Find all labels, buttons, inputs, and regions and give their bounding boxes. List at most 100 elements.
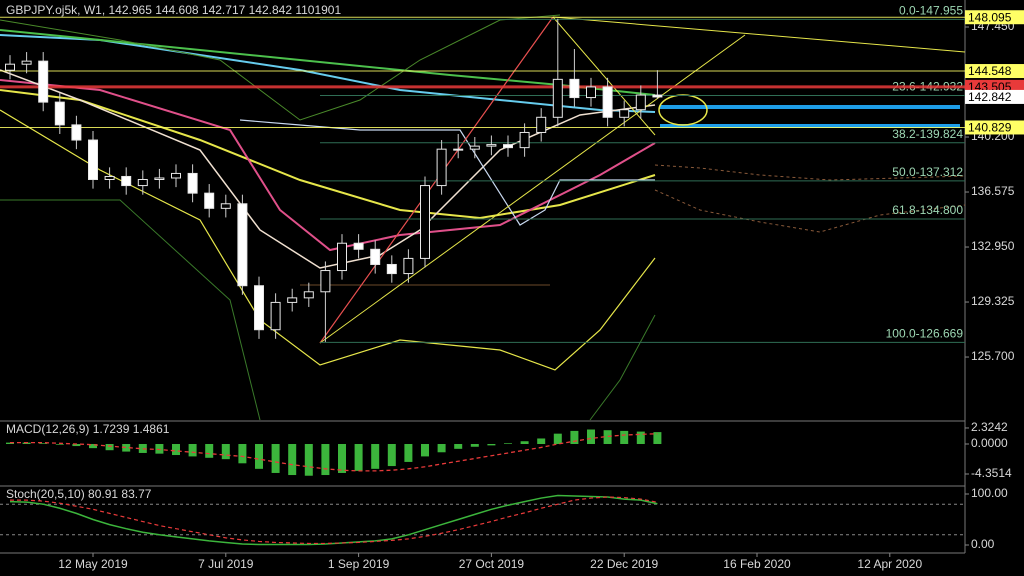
x-tick-label: 1 Sep 2019 (328, 557, 390, 571)
macd-title: MACD(12,26,9) 1.7239 1.4861 (6, 422, 170, 436)
signal-line (10, 496, 658, 545)
macd-bar (188, 444, 197, 457)
fib-label: 61.8-134.800 (892, 203, 963, 217)
candle-body (154, 177, 165, 181)
ichimoku-line (239, 119, 655, 226)
candle-body (536, 116, 547, 133)
stoch-title: Stoch(20,5,10) 80.91 83.77 (6, 487, 152, 501)
trend-line (552, 16, 656, 136)
macd-bar (72, 444, 81, 447)
macd-bar (6, 442, 14, 444)
candle-body (337, 242, 347, 272)
candle-body (121, 175, 132, 187)
macd-bar (437, 444, 446, 453)
macd-bar (205, 444, 214, 458)
y-tick-label: 125.700 (971, 349, 1015, 363)
macd-bar (504, 443, 512, 444)
candle-body (420, 185, 430, 259)
candle-body (486, 144, 497, 147)
candle-body (469, 145, 480, 150)
candle-body (602, 86, 613, 118)
macd-bar (354, 444, 363, 471)
candle-body (519, 131, 530, 149)
y-tick-label: 129.325 (971, 294, 1015, 308)
y-tick-label: 136.575 (971, 184, 1015, 198)
candle-body (287, 297, 298, 303)
macd-bar (520, 441, 529, 444)
candle-body (204, 192, 215, 209)
fib-label: 100.0-126.669 (886, 326, 964, 340)
moving-average (0, 79, 656, 252)
candle-body (104, 175, 115, 181)
candle-body (635, 94, 646, 111)
macd-bar (304, 444, 313, 476)
candle-body (320, 270, 331, 293)
price-label: 144.548 (968, 64, 1012, 78)
y-tick-label: 0.0000 (971, 436, 1008, 450)
x-tick-label: 27 Oct 2019 (459, 557, 525, 571)
fib-label: 38.2-139.824 (892, 127, 963, 141)
macd-bar (138, 444, 147, 453)
macd-bar (454, 444, 463, 449)
candle-body (220, 203, 231, 209)
chart-title: GBPJPY.oj5k, W1, 142.965 144.608 142.717… (6, 3, 341, 17)
macd-bar (387, 444, 396, 467)
x-tick-label: 12 Apr 2020 (857, 557, 922, 571)
macd-bar (271, 444, 280, 473)
candle-body (270, 301, 281, 331)
macd-bar (39, 443, 48, 444)
candle-body (171, 172, 181, 179)
bollinger-band (0, 199, 261, 421)
y-tick-label: -4.3514 (971, 466, 1012, 480)
price-label: 142.842 (968, 90, 1012, 104)
macd-bar (321, 444, 330, 476)
macd-bar (338, 444, 346, 473)
x-tick-label: 16 Feb 2020 (723, 557, 791, 571)
candle-body (403, 257, 414, 275)
ichimoku-cloud (654, 189, 966, 233)
macd-bar (221, 444, 230, 460)
candle-body (21, 60, 32, 65)
candle-body (453, 148, 464, 151)
indicators (0, 14, 966, 421)
candle-body (619, 109, 630, 118)
candle-body (303, 291, 314, 299)
candle-body (237, 203, 248, 287)
candle-body (187, 172, 198, 194)
macd-bar (89, 444, 97, 449)
candle-body (88, 139, 98, 181)
macd-bar (603, 430, 612, 444)
bollinger-band (589, 314, 656, 421)
macd-bar (155, 444, 164, 454)
macd-bar (470, 444, 479, 447)
candle-body (254, 285, 264, 331)
candle-body (5, 63, 15, 71)
macd-bar (636, 431, 645, 444)
y-tick-label: 132.950 (971, 239, 1015, 253)
macd-bar (55, 444, 64, 445)
fib-label: 0.0-147.955 (899, 4, 963, 18)
candle-body (386, 263, 397, 275)
price-label-box (965, 120, 1024, 135)
price-label-box (965, 64, 1024, 79)
macd-bar (172, 444, 180, 456)
fib-label: 50.0-137.312 (892, 165, 963, 179)
price-label: 140.829 (968, 121, 1012, 135)
candle-body (38, 60, 49, 103)
candle-body (370, 248, 381, 265)
macd-bar (553, 433, 562, 444)
y-tick-label: 100.00 (971, 486, 1008, 500)
candle-body (503, 144, 513, 149)
price-label: 148.095 (968, 10, 1012, 24)
candle-body (652, 94, 663, 98)
x-tick-label: 7 Jul 2019 (198, 557, 254, 571)
macd-bar (537, 438, 546, 444)
candle-body (71, 124, 82, 141)
y-tick-label: 2.3242 (971, 420, 1008, 434)
highlight-ellipse (658, 94, 708, 126)
macd-bar (570, 430, 579, 444)
macd-bar (288, 444, 297, 476)
macd-bar (371, 444, 380, 469)
